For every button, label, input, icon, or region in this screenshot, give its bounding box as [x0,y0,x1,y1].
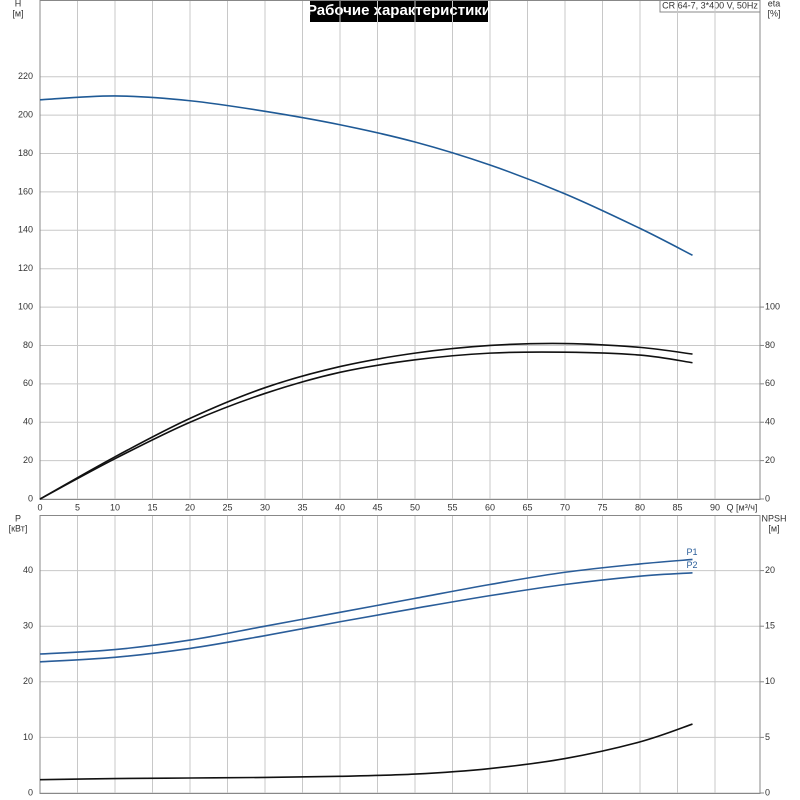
x-tick-label: 55 [447,502,457,512]
chart-title: Рабочие характеристики [307,2,491,19]
y2-axis-label: eta [768,0,781,8]
x-tick-label: 50 [410,502,420,512]
y2-tick-label: 40 [765,417,775,427]
x-tick-label: 30 [260,502,270,512]
curve [39,351,693,500]
y-axis-label: H [15,0,22,8]
y2-tick-label: 5 [765,732,770,742]
y-axis-unit: [м] [12,8,23,18]
x-tick-label: 75 [597,502,607,512]
x-tick-label: 60 [485,502,495,512]
y2-tick-label: 0 [765,787,770,797]
y-tick-label: 160 [18,186,33,196]
x-tick-label: 80 [635,502,645,512]
x-tick-label: 70 [560,502,570,512]
y2-axis-unit: [м] [768,523,779,533]
y-tick-label: 20 [23,676,33,686]
y-tick-label: 20 [23,455,33,465]
curve [39,723,693,781]
y2-tick-label: 60 [765,378,775,388]
y2-tick-label: 100 [765,301,780,311]
y2-tick-label: 0 [765,493,770,503]
x-tick-label: 0 [37,502,42,512]
y-tick-label: 30 [23,621,33,631]
y-tick-label: 10 [23,732,33,742]
x-tick-label: 15 [147,502,157,512]
x-tick-label: 40 [335,502,345,512]
x-tick-label: 85 [672,502,682,512]
x-tick-label: 65 [522,502,532,512]
y-axis-unit: [кВт] [9,523,28,533]
y-tick-label: 140 [18,225,33,235]
y-tick-label: 0 [28,787,33,797]
y-tick-label: 60 [23,378,33,388]
curve [39,342,693,500]
y-tick-label: 220 [18,71,33,81]
plot-frame [39,0,761,500]
y-axis-label: P [15,513,21,523]
y2-tick-label: 20 [765,455,775,465]
y-tick-label: 100 [18,301,33,311]
x-tick-label: 45 [372,502,382,512]
curve [39,572,693,663]
y2-tick-label: 20 [765,565,775,575]
y-tick-label: 200 [18,110,33,120]
title-box [310,0,488,22]
y2-tick-label: 15 [765,621,775,631]
y-tick-label: 80 [23,340,33,350]
x-tick-label: 20 [185,502,195,512]
x-tick-label: 10 [110,502,120,512]
annotation: CR 64-7, 3*400 V, 50Hz [662,0,758,10]
curve [39,558,693,655]
x-tick-label: 90 [710,502,720,512]
y2-axis-label: NPSH [761,513,786,523]
y-tick-label: 0 [28,493,33,503]
curve [39,95,693,256]
y-tick-label: 40 [23,565,33,575]
series-label: P2 [687,560,698,570]
x-tick-label: 25 [222,502,232,512]
y2-tick-label: 80 [765,340,775,350]
y2-tick-label: 10 [765,676,775,686]
x-tick-label: 35 [297,502,307,512]
plot-frame [39,515,761,794]
x-tick-label: 5 [75,502,80,512]
y-tick-label: 40 [23,417,33,427]
y-tick-label: 120 [18,263,33,273]
y2-axis-unit: [%] [767,8,780,18]
y-tick-label: 180 [18,148,33,158]
series-label: P1 [687,547,698,557]
x-axis-label: Q [м³/ч] [727,502,758,512]
